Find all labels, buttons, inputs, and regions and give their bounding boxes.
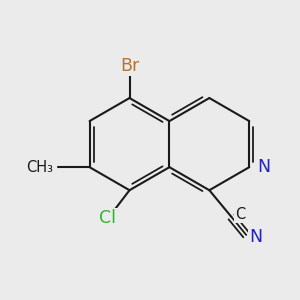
Text: N: N	[249, 228, 262, 246]
Text: N: N	[258, 158, 271, 176]
Text: C: C	[235, 207, 245, 222]
Text: CH₃: CH₃	[26, 160, 53, 175]
Text: Br: Br	[120, 57, 139, 75]
Text: Cl: Cl	[99, 209, 116, 227]
